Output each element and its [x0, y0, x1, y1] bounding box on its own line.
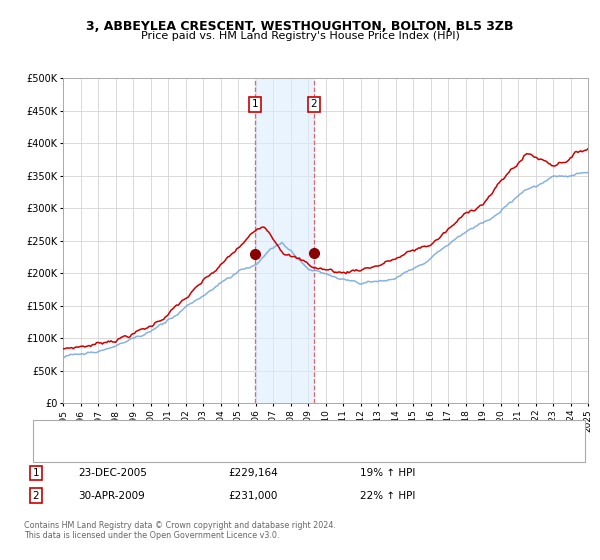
Text: Price paid vs. HM Land Registry's House Price Index (HPI): Price paid vs. HM Land Registry's House … — [140, 31, 460, 41]
Text: 2: 2 — [32, 491, 40, 501]
Bar — [255, 78, 314, 403]
Text: Contains HM Land Registry data © Crown copyright and database right 2024.
This d: Contains HM Land Registry data © Crown c… — [24, 521, 336, 540]
Text: 19% ↑ HPI: 19% ↑ HPI — [360, 468, 415, 478]
Text: 2: 2 — [310, 99, 317, 109]
Text: 30-APR-2009: 30-APR-2009 — [78, 491, 145, 501]
Text: 1: 1 — [32, 468, 40, 478]
Text: £229,164: £229,164 — [228, 468, 278, 478]
Text: 23-DEC-2005: 23-DEC-2005 — [78, 468, 147, 478]
Text: 3, ABBEYLEA CRESCENT, WESTHOUGHTON, BOLTON, BL5 3ZB: 3, ABBEYLEA CRESCENT, WESTHOUGHTON, BOLT… — [86, 20, 514, 32]
Text: HPI: Average price, detached house, Bolton: HPI: Average price, detached house, Bolt… — [72, 446, 284, 456]
Text: 1: 1 — [251, 99, 258, 109]
Text: £231,000: £231,000 — [228, 491, 277, 501]
Text: 22% ↑ HPI: 22% ↑ HPI — [360, 491, 415, 501]
Text: 3, ABBEYLEA CRESCENT, WESTHOUGHTON, BOLTON, BL5 3ZB (detached house): 3, ABBEYLEA CRESCENT, WESTHOUGHTON, BOLT… — [72, 427, 464, 437]
